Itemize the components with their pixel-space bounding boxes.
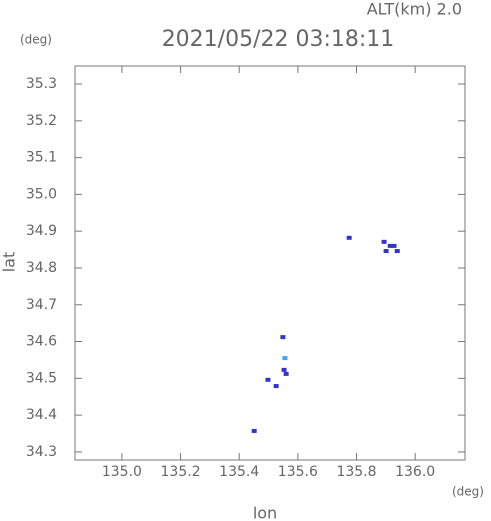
echo-point xyxy=(391,243,397,248)
echo-point xyxy=(394,249,400,254)
chart-title: 2021/05/22 03:18:11 xyxy=(162,27,395,52)
y-tick-label: 35.0 xyxy=(26,186,57,202)
y-tick-label: 34.4 xyxy=(26,407,57,423)
x-tick-label: 135.2 xyxy=(161,464,201,480)
y-tick-label: 34.7 xyxy=(26,297,57,313)
echo-point xyxy=(383,249,389,254)
y-tick-label: 34.3 xyxy=(26,444,57,460)
echo-point xyxy=(381,239,387,244)
x-unit: (deg) xyxy=(452,485,484,499)
echo-point xyxy=(283,371,289,376)
y-axis-label: lat xyxy=(0,252,19,273)
x-axis-label: lon xyxy=(253,504,277,521)
y-tick-label: 35.2 xyxy=(26,113,57,129)
echo-point xyxy=(281,367,287,372)
y-tick-label: 34.6 xyxy=(26,334,57,350)
x-tick-label: 135.8 xyxy=(336,464,376,480)
x-tick-label: 135.0 xyxy=(102,464,142,480)
y-tick-label: 34.5 xyxy=(26,370,57,386)
echo-point xyxy=(387,243,393,248)
plot-frame xyxy=(74,65,466,461)
y-tick-label: 35.3 xyxy=(26,76,57,92)
y-unit: (deg) xyxy=(20,33,52,47)
x-tick-label: 136.0 xyxy=(395,464,435,480)
x-tick-label: 135.6 xyxy=(278,464,318,480)
y-tick-label: 34.9 xyxy=(26,223,57,239)
echo-point xyxy=(282,356,288,361)
echo-point xyxy=(265,377,271,382)
chart-subtitle: ALT(km) 2.0 xyxy=(367,0,462,19)
y-tick-label: 34.8 xyxy=(26,260,57,276)
echo-point xyxy=(273,384,279,389)
y-tick-label: 35.1 xyxy=(26,150,57,166)
echo-point xyxy=(251,428,257,433)
echo-point xyxy=(346,235,352,240)
x-tick-label: 135.4 xyxy=(219,464,259,480)
echo-point xyxy=(280,335,286,340)
